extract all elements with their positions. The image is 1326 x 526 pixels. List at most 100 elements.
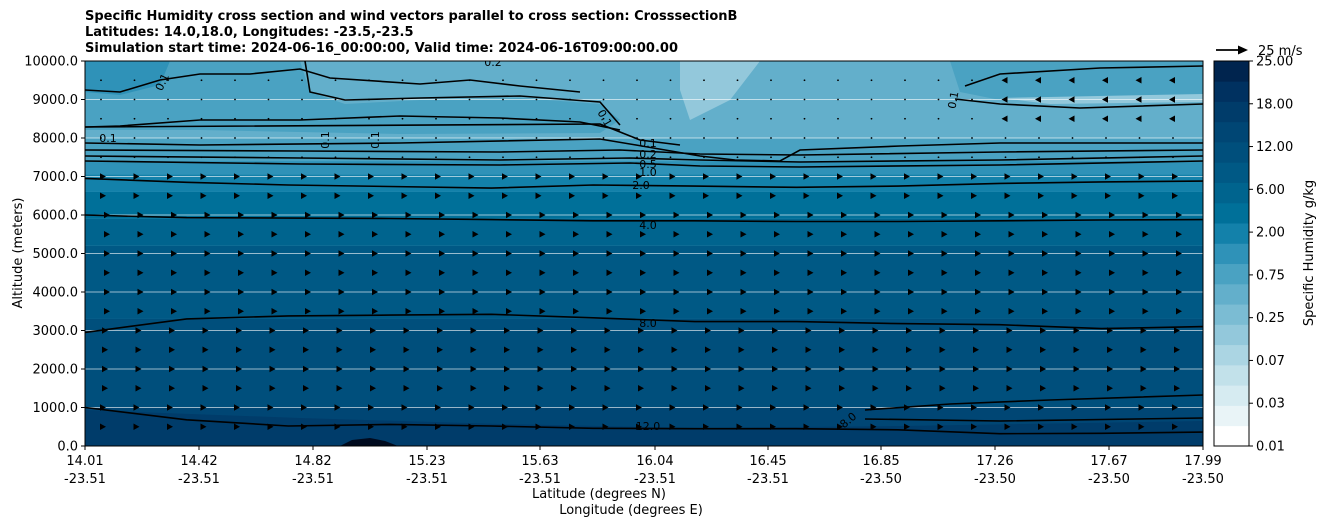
wind-vector: [874, 231, 881, 238]
wind-vector: [1040, 346, 1046, 353]
wind-vector: [1071, 192, 1078, 199]
wind-vector: [939, 346, 946, 353]
wind-vector: [971, 404, 977, 411]
wind-vector: [470, 365, 477, 373]
wind-vector: [301, 98, 303, 101]
wind-vector: [841, 250, 847, 257]
wind-vector: [602, 117, 605, 120]
wind-vector: [202, 385, 209, 392]
wind-vector: [171, 231, 177, 238]
wind-vector: [669, 137, 672, 139]
wind-vector: [470, 327, 477, 334]
wind-vector: [1075, 211, 1082, 219]
wind-vector: [100, 192, 106, 199]
wind-vector: [803, 79, 806, 82]
wind-vector: [439, 231, 445, 238]
wind-vector: [535, 404, 542, 411]
humidity-patch: [85, 61, 620, 134]
wind-vector: [1172, 423, 1178, 430]
wind-vector: [939, 327, 946, 334]
wind-vector: [937, 173, 944, 180]
wind-vector: [338, 250, 345, 257]
title-line-3: Simulation start time: 2024-06-16_00:00:…: [85, 41, 678, 56]
wind-vector: [267, 404, 274, 411]
wind-vector: [937, 117, 940, 120]
wind-vector: [770, 79, 772, 82]
contour-label: 0.5: [639, 158, 657, 171]
wind-vector: [267, 192, 274, 199]
wind-vector: [104, 288, 110, 296]
wind-vector: [636, 79, 638, 82]
wind-vector: [535, 192, 542, 199]
wind-vector: [837, 137, 839, 139]
wind-vector: [169, 385, 175, 392]
wind-vector: [435, 117, 437, 120]
y-tick-label: 0.0: [57, 440, 78, 455]
wind-vector: [1004, 173, 1011, 180]
colorbar-segment: [1214, 142, 1249, 163]
wind-vector: [569, 404, 575, 411]
colorbar-segment: [1214, 182, 1249, 204]
wind-vector: [437, 327, 443, 334]
wind-vector: [435, 137, 437, 139]
wind-vector: [569, 156, 571, 159]
wind-vector: [1176, 211, 1182, 219]
colorbar-tick-label: 6.00: [1256, 183, 1285, 198]
wind-vector: [1109, 250, 1115, 257]
wind-vector: [975, 250, 981, 257]
wind-vector: [104, 231, 110, 238]
contour-line: [864, 417, 1203, 422]
wind-vector: [569, 192, 575, 199]
wind-vector: [470, 346, 477, 353]
colorbar-tick-label: 18.00: [1256, 97, 1293, 112]
contour-line: [864, 394, 1203, 411]
wind-vector: [573, 288, 579, 296]
wind-vector: [669, 98, 672, 101]
wind-vector: [736, 137, 739, 139]
wind-vector: [1138, 173, 1145, 180]
wind-vector: [405, 250, 412, 257]
wind-vector: [1042, 308, 1048, 315]
wind-vector: [941, 269, 948, 276]
wind-vector: [671, 385, 678, 392]
wind-vector: [135, 327, 142, 334]
wind-vector: [569, 117, 571, 120]
wind-vector: [807, 211, 814, 219]
wind-vector: [1004, 423, 1011, 430]
contour-label: 12.0: [636, 420, 661, 433]
colorbar-segment: [1214, 405, 1249, 427]
contour-label: 1.0: [639, 166, 657, 179]
title-line-2: Latitudes: 14.0,18.0, Longitudes: -23.5,…: [85, 25, 414, 40]
wind-vector: [506, 211, 512, 219]
wind-vector: [941, 308, 948, 315]
wind-vector: [839, 365, 845, 373]
wind-vector: [133, 192, 140, 199]
wind-vector: [403, 327, 410, 334]
title-line-1: Specific Humidity cross section and wind…: [85, 9, 738, 24]
wind-vector: [1006, 327, 1013, 334]
contour-line: [85, 155, 1203, 163]
wind-vector: [1008, 308, 1015, 315]
wind-vector: [200, 404, 207, 411]
x-tick-label-lat: 14.82: [294, 454, 331, 469]
wind-vector: [874, 288, 881, 296]
x-tick-label-lat: 17.99: [1184, 454, 1221, 469]
wind-vector: [638, 327, 644, 334]
wind-vector: [305, 288, 311, 296]
wind-vector: [271, 269, 278, 276]
wind-vector: [437, 385, 443, 392]
wind-vector: [803, 156, 806, 159]
wind-vector: [973, 327, 979, 334]
wind-vector: [1105, 404, 1111, 411]
wind-vector: [738, 385, 745, 392]
wind-vector: [334, 192, 341, 199]
wind-vector: [1075, 269, 1082, 276]
wind-vector: [803, 117, 806, 120]
wind-vector: [671, 327, 678, 334]
wind-vector: [535, 137, 538, 139]
wind-vector: [573, 231, 579, 238]
x-tick-label-lat: 14.42: [180, 454, 217, 469]
wind-vector: [941, 231, 948, 238]
wind-vector: [569, 137, 571, 139]
wind-vector: [908, 231, 914, 238]
